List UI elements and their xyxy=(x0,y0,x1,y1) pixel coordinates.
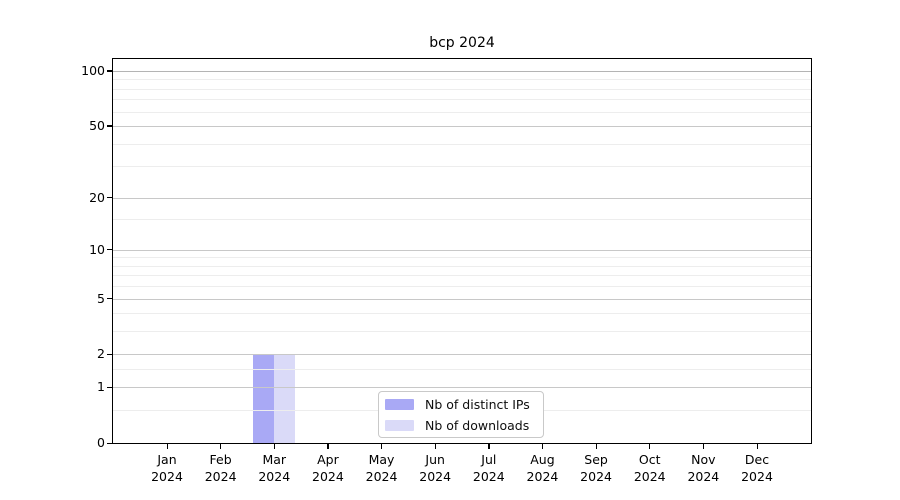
legend-swatch-downloads xyxy=(385,419,414,431)
x-tick-label: Sep 2024 xyxy=(564,452,628,485)
y-tick-label: 5 xyxy=(97,290,105,306)
plot-border xyxy=(112,58,812,444)
gridline-minor xyxy=(113,257,811,259)
x-tick-year: 2024 xyxy=(472,468,505,484)
x-tick-label: Jan 2024 xyxy=(135,452,199,485)
gridline-minor xyxy=(113,111,811,113)
gridline-minor xyxy=(113,166,811,168)
x-tick-mark xyxy=(273,443,275,449)
y-tick-mark xyxy=(107,249,113,251)
gridline-minor xyxy=(113,88,811,90)
y-tick-label: 1 xyxy=(97,379,105,395)
gridline-minor xyxy=(113,219,811,221)
x-tick-year: 2024 xyxy=(526,468,559,484)
x-tick-mark xyxy=(381,443,383,449)
y-tick-mark xyxy=(107,442,113,444)
bar-mar-series0 xyxy=(253,354,275,443)
gridline-major xyxy=(113,354,811,356)
x-tick-year: 2024 xyxy=(580,468,612,484)
legend: Nb of distinct IPs Nb of downloads xyxy=(378,391,544,438)
x-tick-mark xyxy=(595,443,597,449)
y-tick-label: 20 xyxy=(89,189,105,205)
x-tick-label: Jun 2024 xyxy=(403,452,467,485)
legend-item-distinct-ips: Nb of distinct IPs xyxy=(385,395,535,413)
gridline-major xyxy=(113,125,811,127)
x-tick-mark xyxy=(488,443,490,449)
y-tick-label: 50 xyxy=(89,117,105,133)
x-tick-month: Jan xyxy=(157,452,177,467)
x-tick-year: 2024 xyxy=(741,468,773,484)
gridline-major xyxy=(113,387,811,389)
x-tick-mark xyxy=(327,443,329,449)
gridline-major xyxy=(113,249,811,251)
x-tick-year: 2024 xyxy=(258,468,291,484)
x-tick-label: Feb 2024 xyxy=(189,452,253,485)
x-tick-year: 2024 xyxy=(151,468,183,484)
x-tick-year: 2024 xyxy=(687,468,720,484)
x-tick-mark xyxy=(220,443,222,449)
gridline-major xyxy=(113,70,811,72)
x-tick-mark xyxy=(434,443,436,449)
gridline-minor xyxy=(113,313,811,315)
x-tick-label: Oct 2024 xyxy=(618,452,682,485)
x-tick-month: Sep xyxy=(584,452,608,467)
x-tick-year: 2024 xyxy=(204,468,237,484)
gridline-minor xyxy=(113,265,811,267)
x-tick-mark xyxy=(756,443,758,449)
y-tick-label: 100 xyxy=(81,62,105,78)
y-tick-label: 10 xyxy=(89,241,105,257)
x-tick-label: Mar 2024 xyxy=(242,452,306,485)
legend-label-distinct-ips: Nb of distinct IPs xyxy=(425,396,530,412)
gridline-minor xyxy=(113,143,811,145)
x-tick-label: Apr 2024 xyxy=(296,452,360,485)
x-tick-month: Apr xyxy=(317,452,339,467)
x-tick-label: Dec 2024 xyxy=(725,452,789,485)
x-tick-mark xyxy=(541,443,544,449)
chart-title: bcp 2024 xyxy=(429,35,495,51)
x-tick-label: Jul 2024 xyxy=(457,452,521,485)
plot-area xyxy=(112,58,812,444)
gridline-minor xyxy=(113,369,811,371)
x-tick-month: Jul xyxy=(481,452,497,467)
x-tick-mark xyxy=(166,443,168,449)
x-tick-label: Nov 2024 xyxy=(671,452,735,485)
x-tick-month: Oct xyxy=(638,452,661,467)
legend-label-downloads: Nb of downloads xyxy=(425,417,530,433)
y-tick-mark xyxy=(107,197,113,199)
gridline-major xyxy=(113,197,811,199)
x-tick-mark xyxy=(649,443,651,449)
gridline-minor xyxy=(113,286,811,288)
x-tick-month: Feb xyxy=(209,452,232,467)
y-tick-mark xyxy=(107,125,113,127)
y-tick-mark xyxy=(107,70,113,72)
gridline-minor xyxy=(113,79,811,81)
y-tick-mark xyxy=(107,298,113,300)
x-tick-year: 2024 xyxy=(633,468,666,484)
x-tick-month: Aug xyxy=(530,452,555,467)
gridline-minor xyxy=(113,99,811,101)
x-tick-mark xyxy=(702,443,705,449)
x-tick-year: 2024 xyxy=(312,468,344,484)
x-tick-month: May xyxy=(368,452,395,467)
gridline-minor xyxy=(113,331,811,333)
x-tick-month: Dec xyxy=(744,452,770,467)
x-tick-year: 2024 xyxy=(365,468,398,484)
y-tick-label: 0 xyxy=(97,435,105,450)
x-tick-label: Aug 2024 xyxy=(510,452,574,485)
legend-swatch-distinct-ips xyxy=(385,398,414,410)
y-tick-mark xyxy=(107,386,113,388)
y-tick-mark xyxy=(107,353,113,356)
x-tick-month: Mar xyxy=(262,452,287,467)
x-tick-year: 2024 xyxy=(419,468,452,484)
y-tick-label: 2 xyxy=(97,346,105,362)
bar-mar-series1 xyxy=(274,354,296,443)
x-tick-month: Nov xyxy=(691,452,716,467)
legend-item-downloads: Nb of downloads xyxy=(385,416,535,434)
gridline-major xyxy=(113,298,811,300)
gridline-minor xyxy=(113,275,811,277)
x-tick-month: Jun xyxy=(425,452,445,467)
x-tick-label: May 2024 xyxy=(350,452,414,485)
